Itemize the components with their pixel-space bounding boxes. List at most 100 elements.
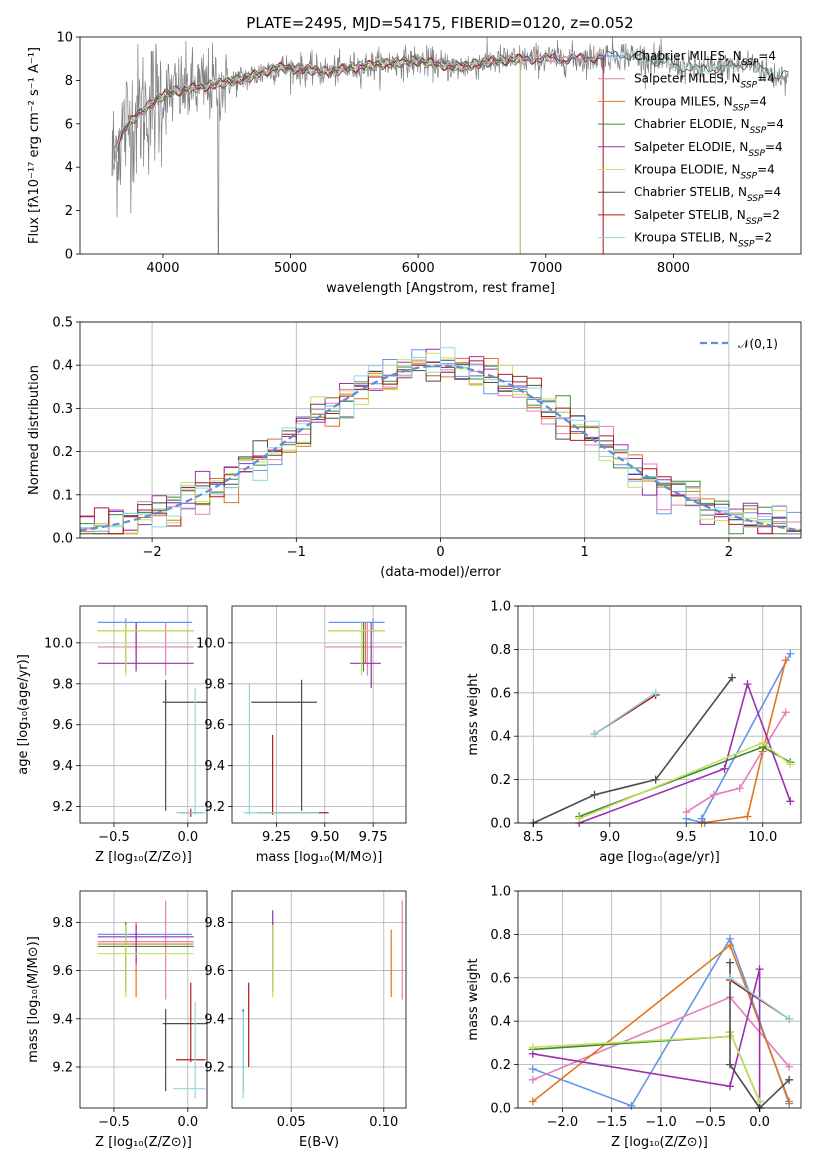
x-tick-label: 2 [725,545,733,560]
y-tick-label: 0 [65,248,73,263]
y-tick-label: 0.6 [490,971,511,986]
model-line-kroupa-miles [111,51,604,254]
x-axis-label: Z [log₁₀(Z/Z⊙)] [611,1135,708,1150]
y-tick-label: 0.2 [490,773,511,788]
y-tick-label: 10.0 [196,636,225,651]
axes-frame [79,36,802,255]
axes-frame [231,605,407,824]
weight-line-kroupa-stelib [594,692,657,735]
y-axis-label: Flux [fλ10⁻¹⁷ erg cm⁻² s⁻¹ A⁻¹] [27,47,42,244]
weight-point-marker [682,808,691,817]
y-tick-label: 10 [56,31,73,46]
y-tick-label: 9.8 [52,677,73,692]
x-tick-label: 0.0 [749,1115,770,1130]
model-line-chabrier-stelib [111,50,789,176]
weight-point-marker [528,1043,537,1052]
legend-label: Kroupa MILES, NSSP=4 [634,94,767,113]
weight-point-marker [735,784,744,793]
legend-label: Chabrier ELODIE, NSSP=4 [634,117,784,136]
plot-area [242,900,403,1099]
weight-point-marker [590,730,599,739]
weight-point-marker [743,812,752,821]
weight-point-marker [758,738,767,747]
weight-point-marker [528,1075,537,1084]
plot-title: PLATE=2495, MJD=54175, FIBERID=0120, z=0… [246,14,633,32]
y-tick-label: 0.5 [52,316,73,331]
weight-point-marker [627,1101,636,1110]
y-tick-label: 9.8 [52,916,73,931]
weight-point-marker [781,656,790,665]
x-axis-label: E(B-V) [299,1135,339,1150]
grid [80,606,207,823]
weight-line-kroupa-elodie [578,741,791,820]
x-axis-label: Z [log₁₀(Z/Z⊙)] [95,1135,192,1150]
y-tick-label: 0.4 [52,359,73,374]
gaussian-curve [79,364,802,532]
model-line-kroupa-stelib [111,50,789,176]
x-tick-label: 0.0 [177,830,198,845]
x-tick-label: 5000 [274,261,307,276]
y-tick-label: 9.4 [52,1012,73,1027]
weight-vs-age-plot: 8.5 9.0 9.5 10.0 0.0 0.2 0.4 0.6 0.8 1.0 age [log₁… [466,600,802,865]
y-tick-label: 9.2 [52,1061,73,1076]
grid [80,891,207,1108]
weight-point-marker [590,790,599,799]
y-tick-label: 9.6 [204,718,225,733]
weight-point-marker [575,814,584,823]
weight-point-marker [781,708,790,717]
x-tick-label: 9.50 [310,830,339,845]
x-tick-label: 7000 [529,261,562,276]
weight-point-marker [785,1062,794,1071]
age-vs-z-plot: −0.5 0.0 9.2 9.4 9.6 9.8 10.0 Z [log₁₀(Z/Z⊙)] ag… [16,605,208,865]
weight-point-marker [785,1015,794,1024]
y-tick-label: 9.8 [204,677,225,692]
x-tick-label: −1.5 [596,1115,628,1130]
y-tick-label: 4 [65,161,73,176]
legend-label: Salpeter ELODIE, NSSP=4 [634,140,783,159]
y-tick-label: 9.6 [52,964,73,979]
weight-line-salpeter-elodie [532,968,761,1108]
model-line-salpeter-stelib [111,52,604,254]
y-tick-label: 1.0 [490,600,511,615]
grid [232,606,406,823]
y-axis-label: age [log₁₀(age/yr)] [16,654,31,775]
histogram-chabrier-stelib [80,359,801,535]
y-tick-label: 9.4 [204,759,225,774]
y-tick-label: 9.6 [204,964,225,979]
y-tick-label: 0.4 [490,1015,511,1030]
y-tick-label: 9.8 [204,916,225,931]
axes-frame [517,890,802,1109]
plot-area [97,618,207,817]
y-axis-label: mass [log₁₀(M/M⊙)] [26,936,41,1063]
y-tick-label: 9.4 [52,759,73,774]
x-tick-label: −0.5 [98,1115,130,1130]
weight-line-chabrier-elodie [532,1031,761,1102]
legend-label: Kroupa ELODIE, NSSP=4 [634,163,775,182]
x-tick-label: 9.75 [359,830,388,845]
x-tick-label: −0.5 [98,830,130,845]
x-tick-label: −2 [143,545,162,560]
x-tick-label: −2.0 [547,1115,579,1130]
x-axis-label: (data-model)/error [380,565,501,580]
y-tick-label: 0.8 [490,643,511,658]
legend-label: 𝒩(0,1) [738,337,778,351]
weight-point-marker [720,764,729,773]
grid [232,891,406,1108]
weight-line-chabrier-stelib [729,962,790,1110]
y-tick-label: 0.0 [52,532,73,547]
x-tick-label: 8.5 [523,830,544,845]
y-tick-label: 0.4 [490,730,511,745]
y-tick-label: 0.0 [490,1102,511,1117]
y-tick-label: 9.6 [52,718,73,733]
mass-vs-z-plot: −0.5 0.0 9.2 9.4 9.6 9.8 Z [log₁₀(Z/Z⊙)] mass [… [26,890,208,1150]
x-axis-label: wavelength [Angstrom, rest frame] [326,281,555,296]
weight-line-chabrier-miles [686,653,792,825]
weight-point-marker [528,1097,537,1106]
y-tick-label: 0.2 [52,445,73,460]
x-tick-label: 9.5 [676,830,697,845]
x-tick-label: 0 [436,545,444,560]
x-tick-label: 4000 [146,261,179,276]
residuals-plot: −2 −1 0 1 2 0.0 0.1 0.2 0.3 0.4 0.5 (data-model)/er… [27,316,802,580]
weight-line-salpeter-elodie [578,681,792,824]
